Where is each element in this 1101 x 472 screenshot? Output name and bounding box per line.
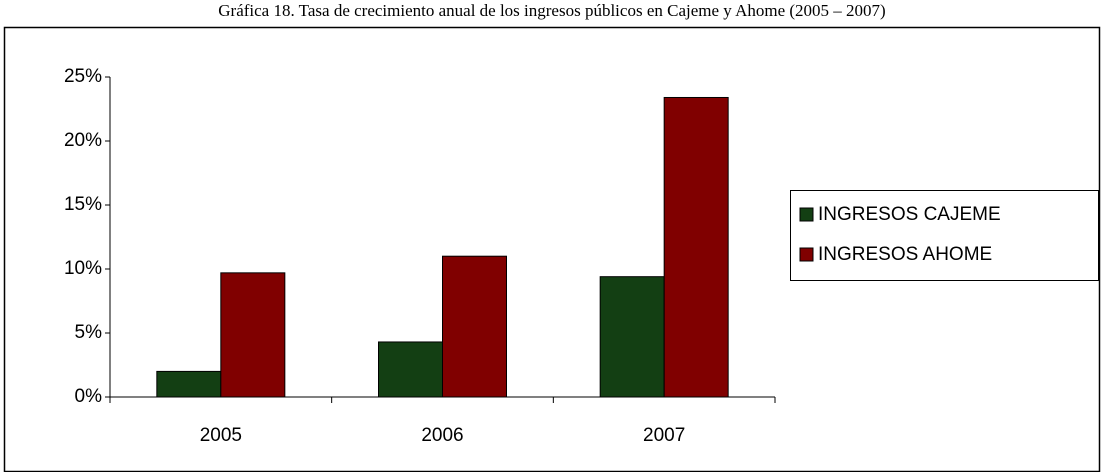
- bar: [378, 341, 443, 398]
- y-tick-label: 0%: [75, 386, 103, 407]
- x-tick-label: 2006: [421, 425, 463, 446]
- legend-swatch: [799, 207, 814, 222]
- y-tick-label: 25%: [64, 66, 102, 87]
- bar: [156, 370, 222, 398]
- legend-swatch: [799, 247, 814, 262]
- bar: [220, 272, 286, 398]
- x-tick-label: 2005: [200, 425, 242, 446]
- chart-title: Gráfica 18. Tasa de crecimiento anual de…: [218, 1, 885, 20]
- legend-box: [790, 190, 1099, 281]
- x-tick-label: 2007: [643, 425, 685, 446]
- y-tick-label: 10%: [64, 258, 102, 279]
- y-tick-label: 5%: [75, 322, 103, 343]
- bar: [442, 255, 507, 398]
- legend-label: INGRESOS AHOME: [818, 244, 992, 265]
- bar: [663, 96, 729, 398]
- y-tick-label: 15%: [64, 194, 102, 215]
- bar: [599, 276, 665, 398]
- legend-label: INGRESOS CAJEME: [818, 204, 1001, 225]
- y-tick-label: 20%: [64, 130, 102, 151]
